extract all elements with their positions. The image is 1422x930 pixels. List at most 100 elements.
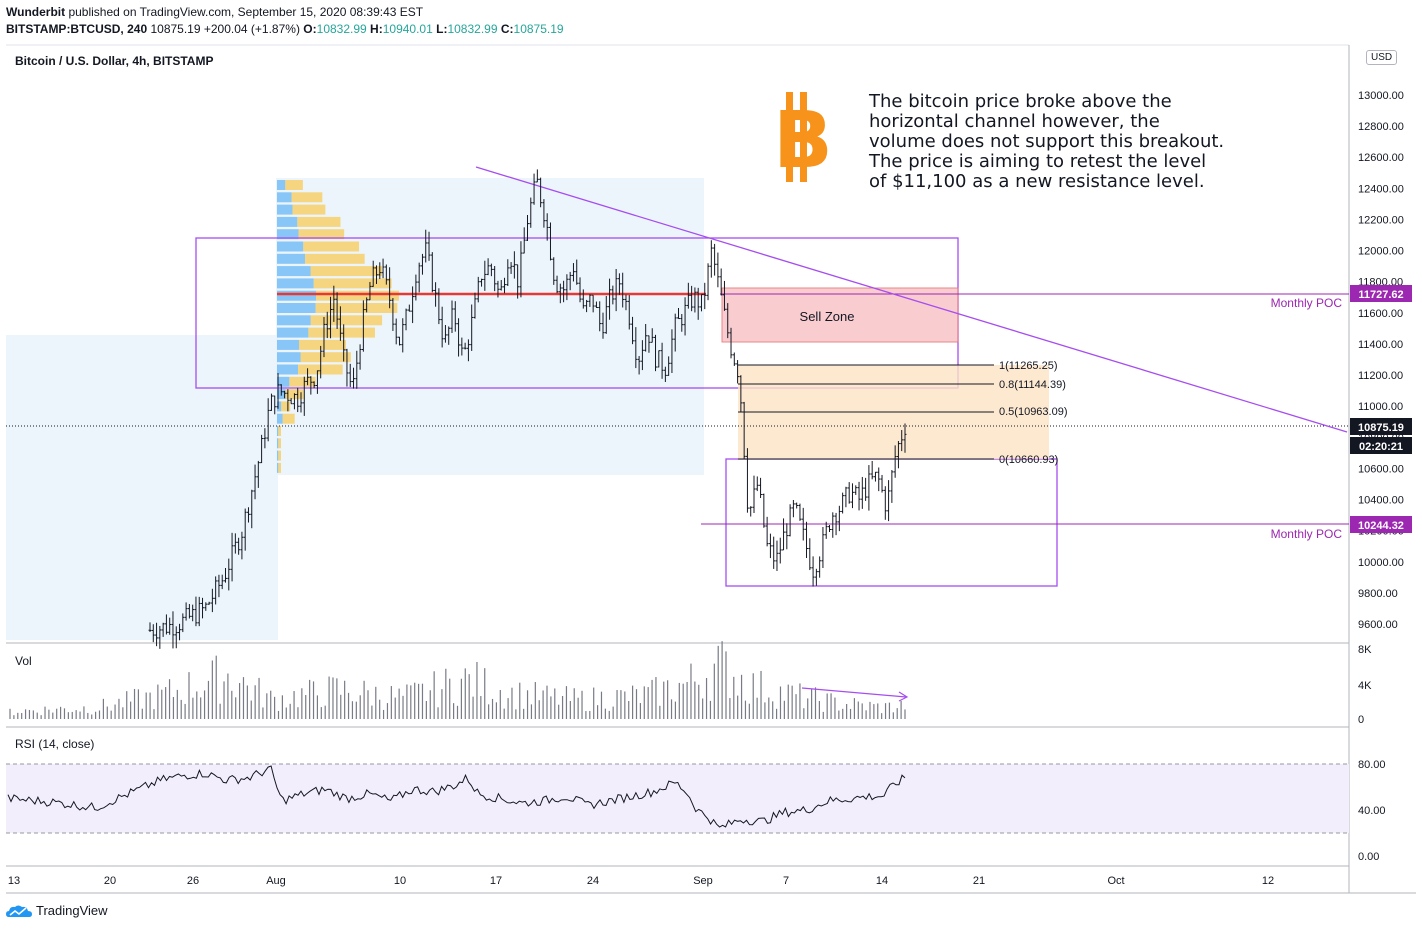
descending-trendline[interactable] xyxy=(475,166,1348,433)
volume-profile-up xyxy=(277,303,316,313)
price-tick-label: 12200.00 xyxy=(1358,214,1404,226)
volume-profile-up xyxy=(277,253,306,264)
bitcoin-logo-icon: B xyxy=(773,92,832,182)
volume-profile-up xyxy=(277,315,311,326)
tradingview-cloud-icon xyxy=(6,905,32,917)
volume-profile-down xyxy=(315,303,398,313)
rsi-tick-label: 0.00 xyxy=(1358,851,1379,863)
time-tick-label: 17 xyxy=(490,875,502,887)
volume-profile-down xyxy=(278,426,281,436)
currency-button[interactable]: USD xyxy=(1366,50,1398,65)
volume-profile-down xyxy=(300,352,351,363)
volume-profile-up xyxy=(277,180,286,190)
volume-profile-down xyxy=(305,253,365,264)
open-label: O: xyxy=(303,22,317,36)
time-tick-label: 13 xyxy=(8,875,20,887)
volume-profile-down xyxy=(299,339,346,350)
volume-profile-bg-left xyxy=(6,335,278,640)
sell-zone-box[interactable] xyxy=(721,287,959,343)
price-tick-label: 11400.00 xyxy=(1358,339,1403,351)
price-tick-label: 12800.00 xyxy=(1358,121,1404,133)
price-tag-poc-high xyxy=(1350,285,1412,302)
main-pane-title[interactable]: Bitcoin / U.S. Dollar, 4h, BITSTAMP xyxy=(15,54,214,68)
time-tick-label: Sep xyxy=(693,875,713,887)
low-value: 10832.99 xyxy=(447,22,498,36)
volume-profile-up xyxy=(277,278,314,289)
price-tick-label: 12400.00 xyxy=(1358,183,1404,195)
time-tick-label: 10 xyxy=(394,875,406,887)
time-axis[interactable]: 13 20 26 Aug 10 17 24 Sep 7 14 21 Oct 12 xyxy=(8,875,1274,887)
volume-profile-up xyxy=(277,339,300,350)
time-tick-label: 26 xyxy=(187,875,199,887)
volume-profile-down xyxy=(278,450,281,461)
price-tag-last xyxy=(1350,418,1412,435)
rsi-tick-label: 40.00 xyxy=(1358,805,1386,817)
volume-profile-down xyxy=(310,266,383,277)
volume-arrow-head xyxy=(898,691,909,702)
publish-header: Wunderbit published on TradingView.com, … xyxy=(6,5,423,19)
volume-profile-up xyxy=(277,413,283,424)
price-tick-label: 11600.00 xyxy=(1358,308,1403,320)
volume-profile-up xyxy=(277,462,279,473)
volume-profile-down xyxy=(278,438,281,449)
time-tick-label: 7 xyxy=(783,875,789,887)
price-tick-label: 13000.00 xyxy=(1358,90,1404,102)
price-candles xyxy=(148,169,907,649)
high-label: H: xyxy=(370,22,383,36)
ohlc-header: BITSTAMP:BTCUSD, 240 10875.19 +200.04 (+… xyxy=(6,22,564,36)
price-axis[interactable]: 13000.00 12800.00 12600.00 12400.00 12200.00… xyxy=(1358,90,1404,631)
volume-profile-bars xyxy=(277,180,399,473)
price-tick-label: 9800.00 xyxy=(1358,588,1398,600)
footer-brand[interactable]: TradingView xyxy=(6,903,108,918)
price-tick-label: 10400.00 xyxy=(1358,495,1404,507)
bitcoin-logo-glyph: B xyxy=(773,96,832,182)
volume-pane-title[interactable]: Vol xyxy=(15,654,32,668)
price-tag-poc-low xyxy=(1350,516,1412,533)
volume-profile-up xyxy=(277,364,299,375)
time-tick-label: 24 xyxy=(587,875,599,887)
volume-tick-label: 8K xyxy=(1358,644,1372,656)
volume-divergence-arrow[interactable] xyxy=(801,687,907,698)
rsi-band xyxy=(6,764,1349,833)
volume-profile-up xyxy=(277,376,290,387)
volume-profile-down xyxy=(298,229,345,240)
volume-profile-up xyxy=(277,352,301,363)
close-value: 10875.19 xyxy=(513,22,564,36)
volume-profile-down xyxy=(289,376,316,387)
sell-zone-label: Sell Zone xyxy=(800,309,855,324)
volume-profile-up xyxy=(277,229,299,240)
price-tag-last-text: 10875.19 xyxy=(1358,422,1404,434)
last-price: 10875.19 xyxy=(150,22,201,36)
author-name[interactable]: Wunderbit xyxy=(6,5,66,19)
price-tag-timer xyxy=(1350,437,1412,454)
time-tick-label: 21 xyxy=(973,875,985,887)
volume-profile-up xyxy=(277,438,279,449)
price-tick-label: 10000.00 xyxy=(1358,557,1404,569)
volume-profile-down xyxy=(282,413,295,424)
volume-profile-down xyxy=(292,204,326,215)
volume-profile-up xyxy=(277,426,279,436)
low-label: L: xyxy=(436,22,448,36)
note-line-1: The bitcoin price broke above the xyxy=(869,91,1172,112)
volume-tick-label: 0 xyxy=(1358,714,1364,726)
volume-profile-down xyxy=(278,462,281,473)
monthly-poc-label-low: Monthly POC xyxy=(1271,527,1343,541)
price-tag-poc-low-text: 10244.32 xyxy=(1358,520,1404,532)
note-line-2: horizontal channel however, the xyxy=(869,111,1160,132)
rsi-axis: 80.00 40.00 0.00 xyxy=(1358,759,1386,863)
fib-label-1: 1(11265.25) xyxy=(999,360,1058,372)
volume-profile-up xyxy=(277,241,304,252)
rsi-pane-title[interactable]: RSI (14, close) xyxy=(15,737,95,751)
volume-profile-up xyxy=(277,192,292,203)
note-line-3: volume does not support this breakout. xyxy=(869,131,1225,152)
price-tick-label: 9600.00 xyxy=(1358,619,1398,631)
price-tag-timer-text: 02:20:21 xyxy=(1359,441,1403,453)
volume-profile-up xyxy=(277,266,311,277)
open-value: 10832.99 xyxy=(316,22,367,36)
monthly-poc-label-high: Monthly POC xyxy=(1271,296,1343,310)
rsi-tick-label: 80.00 xyxy=(1358,759,1386,771)
volume-profile-down xyxy=(310,315,383,326)
time-tick-label: 12 xyxy=(1262,875,1274,887)
volume-tick-label: 4K xyxy=(1358,680,1372,692)
